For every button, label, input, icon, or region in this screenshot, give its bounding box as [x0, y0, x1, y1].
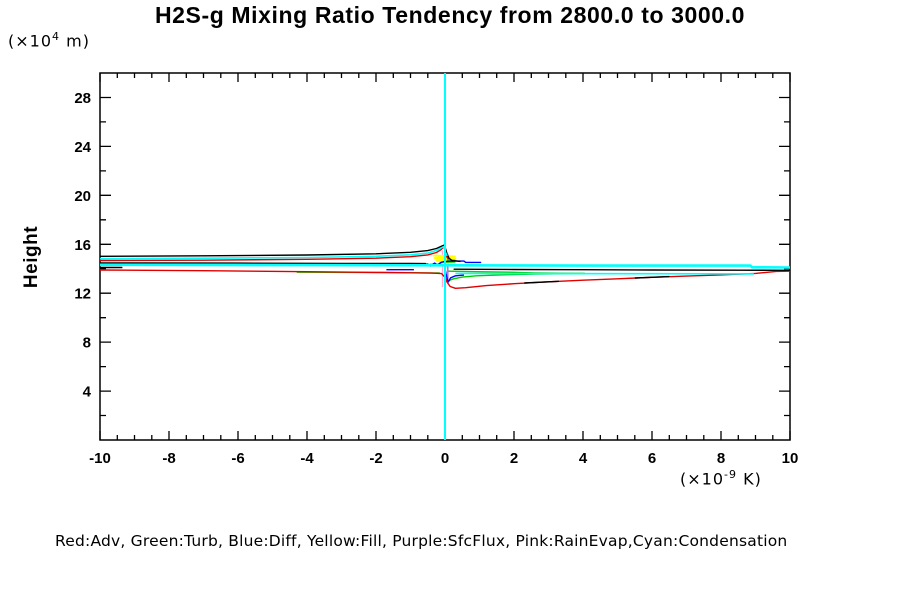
- y-tick-label: 8: [83, 335, 91, 352]
- y-unit-suffix: m): [60, 31, 90, 51]
- y-unit-prefix: (×10: [8, 31, 53, 51]
- x-tick-label: 8: [717, 450, 725, 467]
- x-tick-label: 0: [441, 450, 449, 467]
- x-axis-unit-label: (×10-9 K): [680, 468, 762, 488]
- y-tick-label: 16: [74, 237, 91, 254]
- y-tick-label: 20: [74, 188, 91, 205]
- legend: Red:Adv, Green:Turb, Blue:Diff, Yellow:F…: [55, 532, 788, 550]
- series-condensation-band: [99, 263, 791, 269]
- x-tick-label: 4: [579, 450, 588, 467]
- y-tick-label: 4: [83, 384, 92, 401]
- y-unit-exponent: 4: [52, 30, 61, 43]
- x-tick-label: -10: [89, 450, 111, 467]
- x-unit-suffix: K): [736, 469, 762, 489]
- series-sum: [99, 244, 461, 263]
- x-tick-label: -6: [231, 450, 244, 467]
- x-tick-label: -4: [300, 450, 314, 467]
- chart-title: H2S-g Mixing Ratio Tendency from 2800.0 …: [154, 2, 746, 28]
- x-unit-prefix: (×10: [680, 469, 725, 489]
- series-condensation: [455, 272, 754, 275]
- x-tick-label: -8: [162, 450, 175, 467]
- series-sum: [453, 268, 791, 271]
- axis-ticks: [99, 73, 791, 440]
- y-tick-label: 28: [74, 90, 91, 107]
- x-tick-label: 2: [510, 450, 518, 467]
- series-turb: [448, 272, 585, 282]
- series-sum: [524, 280, 559, 284]
- y-axis-unit-label: (×104 m): [8, 30, 90, 50]
- series-sum: [634, 275, 670, 279]
- series-adv: [99, 269, 791, 289]
- x-tick-label: -2: [369, 450, 382, 467]
- x-tick-label: 6: [648, 450, 656, 467]
- y-tick-label: 24: [74, 139, 91, 156]
- x-tick-label: 10: [782, 450, 799, 467]
- x-unit-exponent: -9: [724, 468, 737, 481]
- y-tick-label: 12: [74, 286, 91, 303]
- series-sum: [99, 262, 427, 265]
